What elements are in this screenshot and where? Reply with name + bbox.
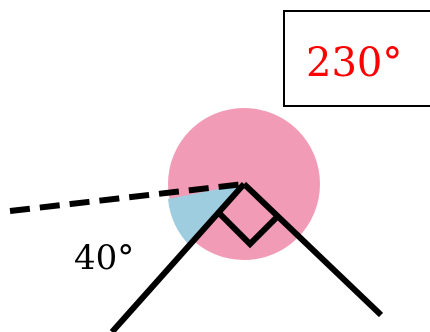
reflex-angle-label-box — [283, 10, 430, 107]
acute-angle-label: 40° — [74, 238, 134, 278]
left-solid-ray — [109, 182, 247, 332]
dashed-ray — [9, 181, 245, 214]
acute-angle-wedge — [168, 184, 244, 246]
right-solid-ray — [241, 181, 384, 318]
reflex-angle-label: 230° — [306, 40, 402, 86]
right-angle-marker — [217, 211, 280, 249]
